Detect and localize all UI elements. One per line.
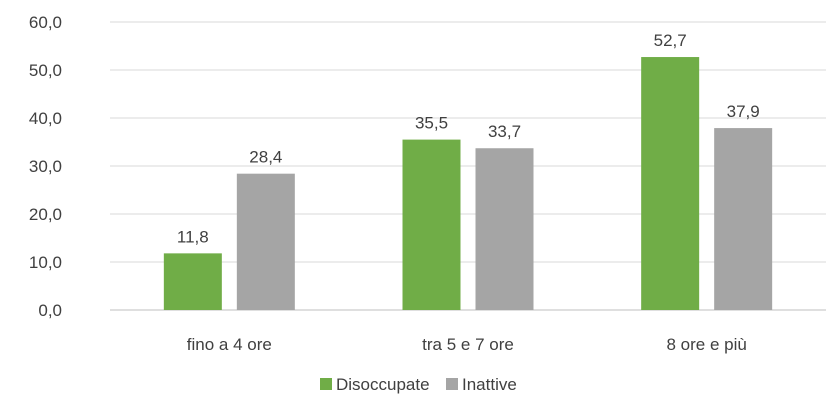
y-tick-label: 40,0	[29, 109, 62, 128]
legend-swatch	[320, 378, 332, 390]
bar-inattive-3	[714, 128, 773, 310]
bars	[163, 57, 773, 310]
legend-swatch	[446, 378, 458, 390]
data-label: 52,7	[654, 31, 687, 50]
y-tick-label: 60,0	[29, 13, 62, 32]
legend-label: Inattive	[462, 375, 517, 394]
gridlines	[110, 21, 826, 311]
x-category-label: tra 5 e 7 ore	[422, 335, 514, 354]
y-tick-label: 0,0	[38, 301, 62, 320]
y-tick-label: 20,0	[29, 205, 62, 224]
bar-inattive-2	[475, 148, 534, 310]
data-label: 28,4	[249, 148, 282, 167]
y-axis-tick-labels: 0,0 10,0 20,0 30,0 40,0 50,0 60,0	[29, 13, 62, 320]
y-tick-label: 50,0	[29, 61, 62, 80]
data-label: 33,7	[488, 122, 521, 141]
bar-inattive-1	[236, 173, 295, 310]
data-label: 35,5	[415, 114, 448, 133]
legend: Disoccupate Inattive	[320, 375, 517, 394]
y-tick-label: 10,0	[29, 253, 62, 272]
y-tick-label: 30,0	[29, 157, 62, 176]
bar-disoccupate-1	[163, 253, 222, 310]
x-axis-category-labels: fino a 4 ore tra 5 e 7 ore 8 ore e più	[187, 335, 747, 354]
data-label: 11,8	[177, 227, 209, 246]
data-label: 37,9	[727, 102, 760, 121]
data-labels: 11,8 28,4 35,5 33,7 52,7 37,9	[177, 31, 760, 246]
bar-disoccupate-2	[402, 139, 461, 310]
legend-label: Disoccupate	[336, 375, 430, 394]
x-category-label: fino a 4 ore	[187, 335, 272, 354]
x-category-label: 8 ore e più	[666, 335, 746, 354]
bar-disoccupate-3	[641, 57, 700, 310]
